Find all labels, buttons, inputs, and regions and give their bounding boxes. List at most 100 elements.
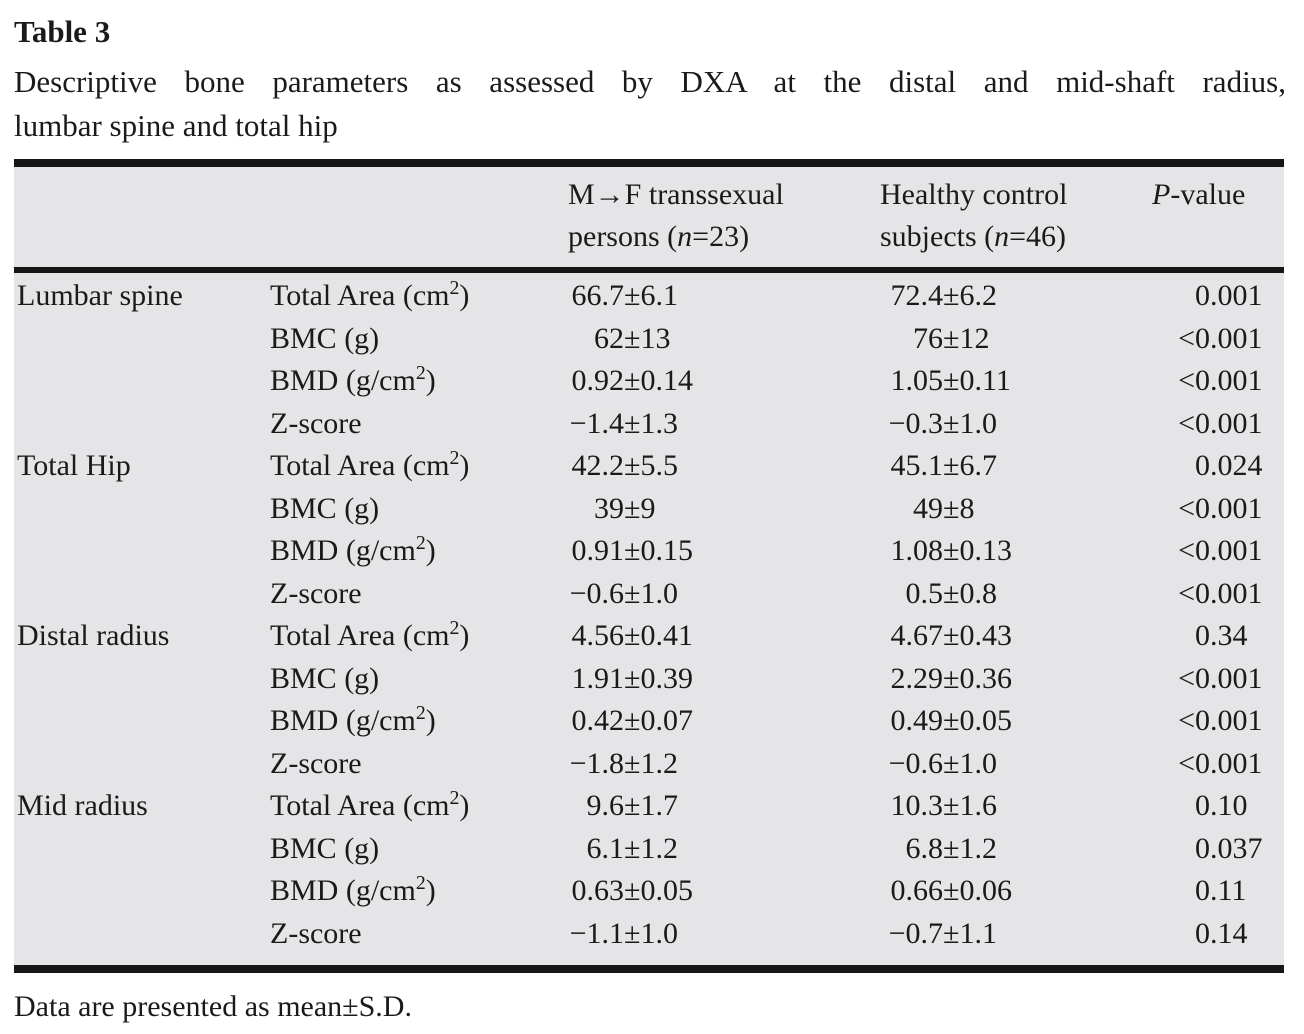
pvalue-integer: 0 <box>1195 619 1210 652</box>
value-mean: −0.6 <box>888 746 943 780</box>
value-mean: 0.5 <box>905 576 944 610</box>
pvalue-integer: 0 <box>1195 789 1210 822</box>
value-cell-transsexual: 42.2 ±5.5 <box>568 445 880 488</box>
pvalue-decimals: .10 <box>1210 789 1248 822</box>
pvalue-decimals: .001 <box>1210 321 1263 355</box>
value-mean: 1.05 <box>890 364 944 397</box>
pvalue-integer: 0 <box>1195 874 1210 907</box>
value-sd: 0.39 <box>640 661 693 695</box>
table-row: Z-score −1.1 ±1.0 −0.7 ±1.1 0.14 <box>14 913 1284 956</box>
pvalue-decimals: .14 <box>1210 916 1248 950</box>
plus-minus-sign: ± <box>943 321 960 355</box>
header-transsexual-line1: M→F transsexual <box>568 178 784 211</box>
value-sd: 0.8 <box>959 576 997 610</box>
pvalue-integer: <0 <box>1178 746 1210 780</box>
value-mean: 0.63 <box>571 874 625 907</box>
plus-minus-sign: ± <box>624 789 641 822</box>
value-cell-control: 6.8 ±1.2 <box>880 828 1152 871</box>
pvalue-decimals: .001 <box>1210 576 1263 610</box>
plus-minus-sign: ± <box>624 746 641 780</box>
value-mean: 10.3 <box>890 789 944 822</box>
value-cell-transsexual: 9.6 ±1.7 <box>568 785 880 828</box>
value-mean: 49 <box>913 491 943 525</box>
value-sd: 0.15 <box>640 534 693 567</box>
pvalue-cell: 0.11 <box>1152 870 1284 913</box>
site-cell: Mid radius <box>17 789 148 822</box>
site-cell: Lumbar spine <box>17 279 183 312</box>
header-pvalue: P-value <box>1152 178 1246 211</box>
site-cell <box>14 870 270 913</box>
value-sd: 5.5 <box>640 449 678 482</box>
table-row: Distal radius Total Area (cm2) 4.56 ±0.41 4.… <box>14 615 1284 658</box>
pvalue-cell: <0.001 <box>1152 743 1284 786</box>
pvalue-decimals: .001 <box>1210 406 1263 440</box>
site-cell <box>14 530 270 573</box>
plus-minus-sign: ± <box>943 534 960 567</box>
site-cell <box>14 913 270 956</box>
plus-minus-sign: ± <box>943 789 960 822</box>
plus-minus-sign: ± <box>624 619 641 652</box>
value-mean: 45.1 <box>890 449 944 482</box>
pvalue-integer: 0 <box>1195 279 1210 312</box>
value-mean: 0.91 <box>571 534 625 567</box>
value-mean: 76 <box>913 321 943 355</box>
value-cell-control: 72.4 ±6.2 <box>880 275 1152 318</box>
plus-minus-sign: ± <box>624 449 641 482</box>
top-rule <box>14 159 1284 167</box>
value-cell-control: 0.49 ±0.05 <box>880 700 1152 743</box>
pvalue-decimals: .001 <box>1210 704 1263 737</box>
value-sd: 8 <box>959 491 975 525</box>
value-sd: 6.2 <box>959 279 997 312</box>
plus-minus-sign: ± <box>943 831 960 865</box>
table-row: BMD (g/cm2) 0.63 ±0.05 0.66 ±0.06 0.11 <box>14 870 1284 913</box>
pvalue-integer: <0 <box>1178 491 1210 525</box>
plus-minus-sign: ± <box>624 321 641 355</box>
value-cell-transsexual: 0.63 ±0.05 <box>568 870 880 913</box>
pvalue-decimals: .34 <box>1210 619 1248 652</box>
table-row: Z-score −1.8 ±1.2 −0.6 ±1.0 <0.001 <box>14 743 1284 786</box>
pvalue-integer: <0 <box>1178 534 1210 567</box>
value-cell-transsexual: 0.42 ±0.07 <box>568 700 880 743</box>
plus-minus-sign: ± <box>943 916 960 950</box>
pvalue-cell: 0.024 <box>1152 445 1284 488</box>
value-cell-control: 4.67 ±0.43 <box>880 615 1152 658</box>
value-cell-control: −0.6 ±1.0 <box>880 743 1152 786</box>
value-sd: 1.0 <box>640 916 678 950</box>
plus-minus-sign: ± <box>624 279 641 312</box>
value-mean: 4.56 <box>571 619 625 652</box>
table-row: Mid radius Total Area (cm2) 9.6 ±1.7 10.3 ±1.… <box>14 785 1284 828</box>
table-row: BMD (g/cm2) 0.92 ±0.14 1.05 ±0.11 <0.001 <box>14 360 1284 403</box>
value-sd: 0.41 <box>640 619 693 652</box>
value-sd: 0.43 <box>959 619 1012 652</box>
plus-minus-sign: ± <box>624 576 641 610</box>
value-sd: 6.7 <box>959 449 997 482</box>
value-cell-transsexual: 0.91 ±0.15 <box>568 530 880 573</box>
value-mean: −1.8 <box>569 746 624 780</box>
value-sd: 1.7 <box>640 789 678 822</box>
plus-minus-sign: ± <box>943 661 960 695</box>
plus-minus-sign: ± <box>624 534 641 567</box>
plus-minus-sign: ± <box>943 279 960 312</box>
value-cell-transsexual: 39 ±9 <box>568 488 880 531</box>
site-cell <box>14 318 270 361</box>
site-cell: Total Hip <box>17 449 131 482</box>
parameter-cell: Z-score <box>270 576 362 610</box>
pvalue-cell: 0.14 <box>1152 913 1284 956</box>
value-sd: 13 <box>640 321 671 355</box>
pvalue-cell: 0.10 <box>1152 785 1284 828</box>
parameter-cell: BMD (g/cm2) <box>270 532 436 567</box>
value-cell-transsexual: −1.8 ±1.2 <box>568 743 880 786</box>
header-control-line1: Healthy control <box>880 178 1068 211</box>
table-row: BMC (g) 62 ±13 76 ±12 <0.001 <box>14 318 1284 361</box>
parameter-cell: BMC (g) <box>270 321 380 355</box>
value-sd: 1.2 <box>959 831 997 865</box>
value-mean: 0.66 <box>890 874 944 907</box>
parameter-cell: BMC (g) <box>270 661 380 695</box>
header-transsexual-group: M→F transsexual persons (n=23) <box>568 174 880 258</box>
value-mean: 62 <box>594 321 624 355</box>
plus-minus-sign: ± <box>624 364 641 397</box>
value-sd: 1.2 <box>640 746 678 780</box>
value-cell-control: 10.3 ±1.6 <box>880 785 1152 828</box>
value-sd: 1.1 <box>959 916 997 950</box>
pvalue-cell: <0.001 <box>1152 658 1284 701</box>
